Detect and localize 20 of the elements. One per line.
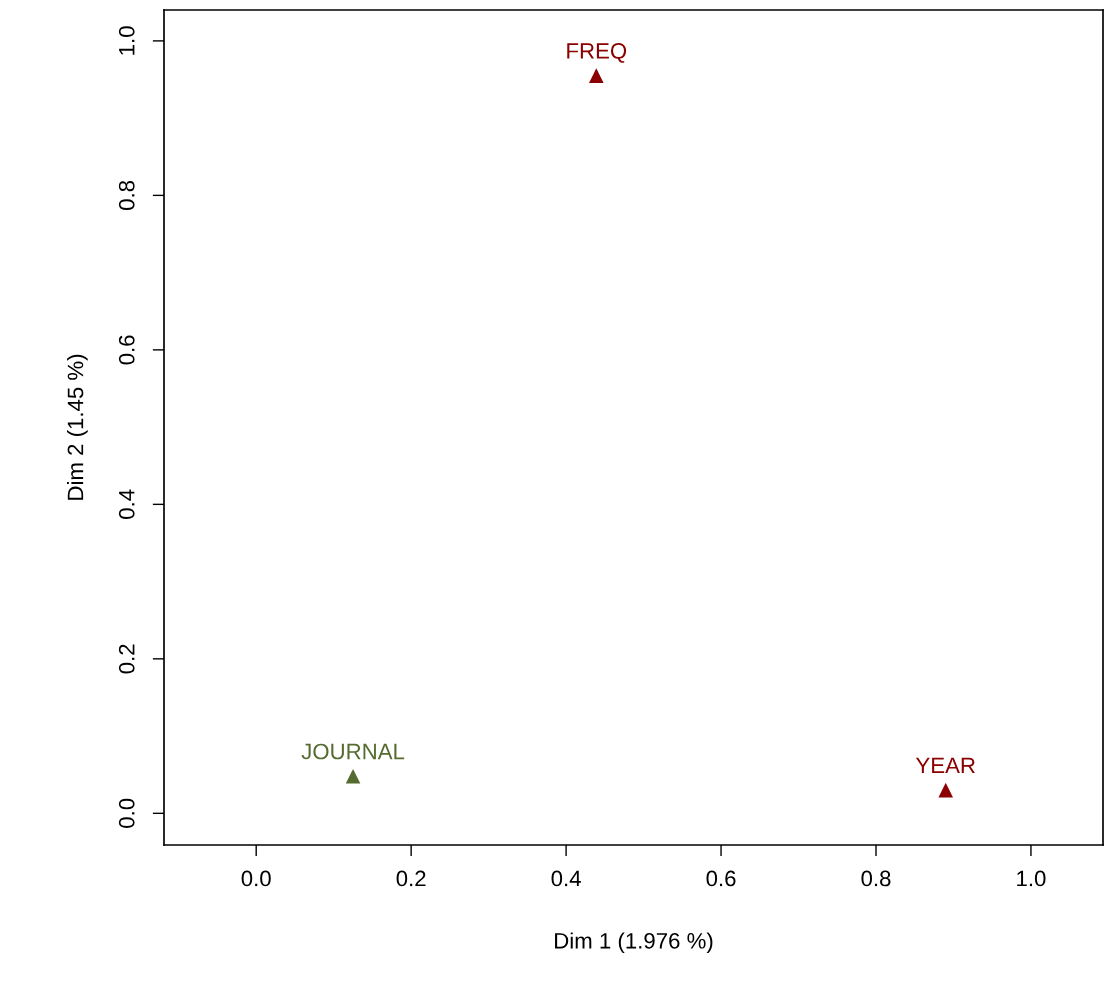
x-tick-label: 0.0 xyxy=(241,870,271,887)
x-tick-label: 1.0 xyxy=(1017,870,1046,887)
y-tick-label: 0.4 xyxy=(118,489,135,519)
y-axis-title: Dim 2 (1.45 %) xyxy=(67,354,88,500)
y-tick-label: 1.0 xyxy=(118,26,135,55)
x-tick-label: 0.6 xyxy=(706,870,736,887)
y-tick-label: 0.6 xyxy=(118,335,135,365)
x-tick-label: 0.2 xyxy=(396,870,426,887)
point xyxy=(938,782,954,798)
x-tick-label: 0.4 xyxy=(551,870,581,887)
series-label: JOURNAL xyxy=(301,743,405,760)
x-tick-label: 0.8 xyxy=(861,870,891,887)
series-label: FREQ xyxy=(567,43,627,63)
y-tick-label: 0.8 xyxy=(118,180,135,210)
point xyxy=(589,68,604,83)
series-label: YEAR xyxy=(915,757,975,774)
y-tick-label: 0.2 xyxy=(118,644,135,674)
y-tick-label: 0.0 xyxy=(118,798,135,828)
point xyxy=(345,768,361,784)
x-axis-title: Dim 1 (1.976 %) xyxy=(555,932,713,954)
